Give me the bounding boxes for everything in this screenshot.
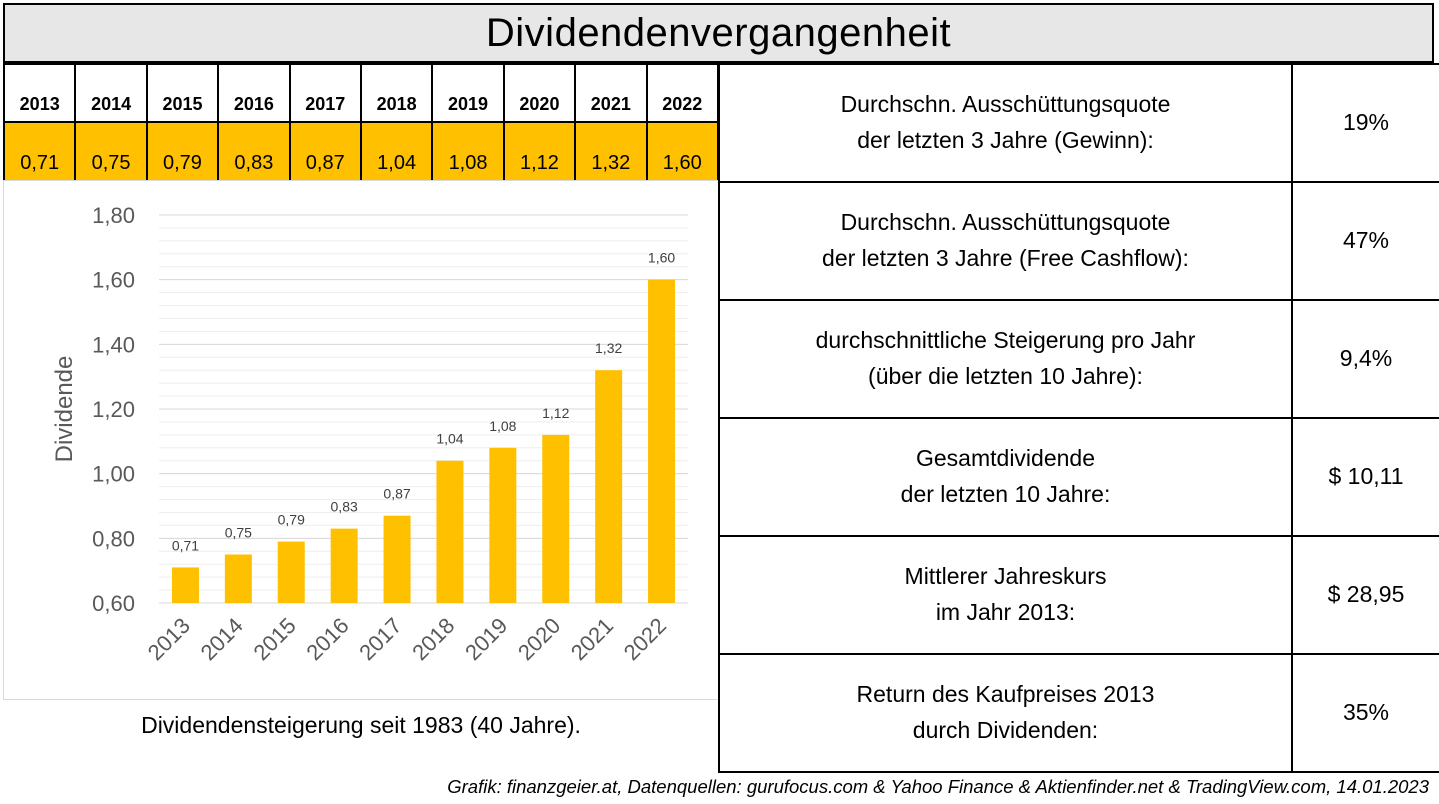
- metric-label-line: Durchschn. Ausschüttungsquote: [840, 209, 1171, 236]
- metric-label-line: der letzten 10 Jahre:: [900, 481, 1111, 507]
- dividend-value-cell: 1,12: [502, 121, 577, 182]
- bar: [224, 554, 252, 603]
- year-cell: 2019: [431, 63, 505, 123]
- bar: [277, 541, 305, 603]
- metric-label: Mittlerer Jahreskurs im Jahr 2013:: [718, 535, 1293, 655]
- metric-label-line: (über die letzten 10 Jahre):: [868, 363, 1143, 389]
- metric-row: Gesamtdividende der letzten 10 Jahre: $ 1…: [718, 417, 1439, 537]
- dividend-value-cell: 0,79: [145, 121, 220, 182]
- dividend-year-table: 2013 2014 2015 2016 2017 2018 2019 2020 …: [2, 63, 720, 182]
- metrics-table: Durchschn. Ausschüttungsquote der letzten…: [718, 63, 1439, 773]
- dividend-value-row: 0,71 0,75 0,79 0,83 0,87 1,04 1,08 1,12 …: [2, 121, 720, 182]
- y-axis-label: Dividende: [51, 356, 78, 463]
- metric-label: Durchschn. Ausschüttungsquote der letzten…: [718, 63, 1293, 183]
- metric-row: Return des Kaufpreises 2013 durch Dividen…: [718, 653, 1439, 773]
- metric-label: durchschnittliche Steigerung pro Jahr (üb…: [718, 299, 1293, 419]
- dividend-value-cell: 1,08: [431, 121, 505, 182]
- x-tick-label: 2018: [407, 613, 459, 665]
- metric-label: Durchschn. Ausschüttungsquote der letzten…: [718, 181, 1293, 301]
- x-tick-label: 2016: [301, 613, 353, 665]
- bar: [383, 515, 411, 603]
- metric-label-line: der letzten 3 Jahre (Free Cashflow):: [822, 245, 1189, 271]
- bar: [489, 447, 517, 603]
- dividend-value-cell: 0,83: [217, 121, 291, 182]
- metric-row: Durchschn. Ausschüttungsquote der letzten…: [718, 63, 1439, 183]
- dividend-chart-svg: 0,60 0,80 1,00 1,20 1,40 1,60 1,80 Dividende 0,7…: [51, 203, 688, 665]
- metric-value: $ 28,95: [1291, 535, 1439, 655]
- metric-label-line: im Jahr 2013:: [935, 599, 1076, 625]
- year-cell: 2013: [2, 63, 77, 123]
- year-cell: 2015: [145, 63, 220, 123]
- metric-label-line: der letzten 3 Jahre (Gewinn):: [857, 127, 1154, 153]
- metric-value: 9,4%: [1291, 299, 1439, 419]
- data-label: 1,32: [595, 340, 622, 356]
- year-cell: 2022: [645, 63, 720, 123]
- data-label: 1,60: [648, 250, 675, 266]
- metric-label: Return des Kaufpreises 2013 durch Dividen…: [718, 653, 1293, 773]
- source-credit: Grafik: finanzgeier.at, Datenquellen: gu…: [447, 776, 1429, 797]
- metric-label-line: durch Dividenden:: [912, 717, 1099, 743]
- metric-label-line: Mittlerer Jahreskurs: [904, 563, 1107, 590]
- data-label: 0,87: [383, 486, 410, 502]
- data-label: 0,79: [278, 512, 305, 528]
- bar: [542, 434, 570, 603]
- metric-row: durchschnittliche Steigerung pro Jahr (üb…: [718, 299, 1439, 419]
- y-tick-label: 0,80: [92, 526, 135, 551]
- chart-caption: Dividendensteigerung seit 1983 (40 Jahre…: [141, 712, 581, 738]
- bar: [595, 370, 623, 603]
- year-cell: 2014: [74, 63, 148, 123]
- metric-label: Gesamtdividende der letzten 10 Jahre:: [718, 417, 1293, 537]
- metric-label-line: Return des Kaufpreises 2013: [856, 681, 1155, 708]
- dividend-value-cell: 1,04: [359, 121, 434, 182]
- metric-row: Durchschn. Ausschüttungsquote der letzten…: [718, 181, 1439, 301]
- metric-value: $ 10,11: [1291, 417, 1439, 537]
- dividend-value-cell: 1,32: [574, 121, 648, 182]
- year-cell: 2018: [359, 63, 434, 123]
- metric-value: 47%: [1291, 181, 1439, 301]
- data-label: 0,83: [331, 499, 358, 515]
- x-tick-label: 2014: [196, 613, 248, 665]
- bar: [648, 279, 676, 603]
- metric-row: Mittlerer Jahreskurs im Jahr 2013: $ 28,9…: [718, 535, 1439, 655]
- x-tick-label: 2021: [566, 613, 618, 665]
- y-tick-label: 1,40: [92, 332, 135, 357]
- data-label: 0,75: [225, 525, 252, 541]
- year-cell: 2020: [502, 63, 577, 123]
- x-tick-label: 2022: [619, 613, 671, 665]
- metric-label-line: Gesamtdividende: [916, 445, 1095, 472]
- x-tick-label: 2017: [354, 613, 406, 665]
- metric-value: 19%: [1291, 63, 1439, 183]
- y-tick-label: 1,60: [92, 268, 135, 293]
- y-tick-label: 0,60: [92, 591, 135, 616]
- data-label: 1,08: [489, 418, 516, 434]
- metric-label-line: Durchschn. Ausschüttungsquote: [840, 91, 1171, 118]
- y-tick-label: 1,20: [92, 397, 135, 422]
- x-tick-label: 2015: [248, 613, 300, 665]
- bar: [330, 528, 358, 603]
- dividend-value-cell: 0,71: [2, 121, 77, 182]
- data-label: 1,12: [542, 405, 569, 421]
- bar: [171, 567, 199, 603]
- year-cell: 2021: [574, 63, 648, 123]
- dividend-value-cell: 0,87: [288, 121, 362, 182]
- page-title: Dividendenvergangenheit: [3, 3, 1434, 63]
- y-tick-label: 1,00: [92, 462, 135, 487]
- year-row: 2013 2014 2015 2016 2017 2018 2019 2020 …: [2, 63, 720, 123]
- year-cell: 2016: [217, 63, 291, 123]
- dividend-value-cell: 0,75: [74, 121, 148, 182]
- x-tick-label: 2013: [143, 613, 195, 665]
- x-tick-label: 2019: [460, 613, 512, 665]
- dividend-value-cell: 1,60: [645, 121, 720, 182]
- metric-label-line: durchschnittliche Steigerung pro Jahr: [815, 327, 1196, 354]
- year-cell: 2017: [288, 63, 362, 123]
- x-tick-label: 2020: [513, 613, 565, 665]
- y-tick-label: 1,80: [92, 203, 135, 228]
- metric-value: 35%: [1291, 653, 1439, 773]
- data-label: 1,04: [436, 431, 463, 447]
- data-label: 0,71: [172, 537, 199, 553]
- bar: [436, 460, 464, 603]
- dividend-chart: 0,60 0,80 1,00 1,20 1,40 1,60 1,80 Dividende 0,7…: [3, 180, 719, 700]
